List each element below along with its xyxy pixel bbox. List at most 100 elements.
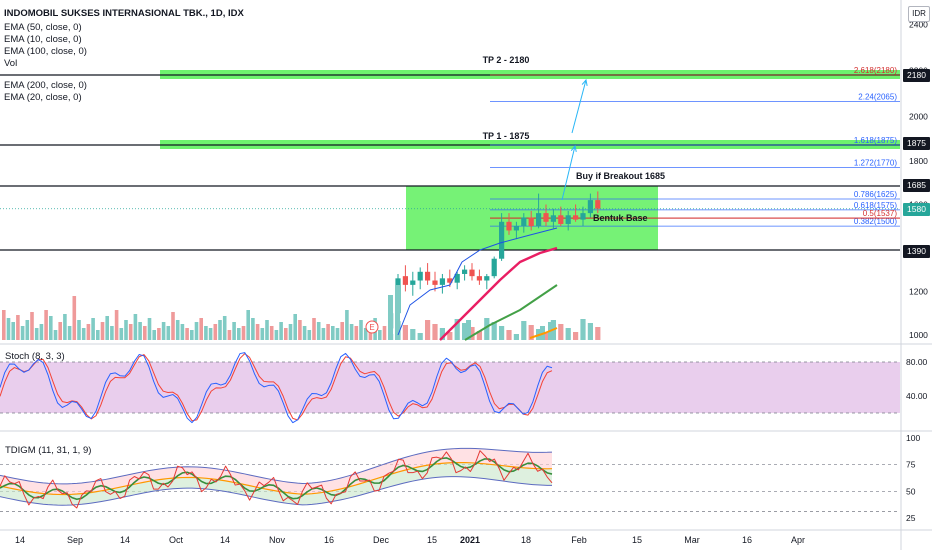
stoch-label[interactable]: Stoch (8, 3, 3) — [5, 351, 65, 362]
volume-bar — [340, 322, 344, 340]
indicator-ema100[interactable]: EMA (100, close, 0) — [4, 46, 87, 57]
candle-body — [513, 226, 519, 231]
volume-bar — [6, 318, 11, 340]
candle-body — [410, 280, 416, 285]
time-tick-label: Dec — [373, 535, 390, 545]
candle-body — [499, 221, 505, 259]
candle-body — [528, 217, 534, 227]
fib-level-label: 0.786(1625) — [854, 190, 897, 199]
volume-bar — [388, 295, 393, 340]
volume-bar — [293, 314, 297, 340]
time-tick-label: Mar — [684, 535, 700, 545]
annotation-tp1: TP 1 - 1875 — [483, 131, 530, 141]
fib-level-label: 2.24(2065) — [858, 92, 897, 101]
volume-bar — [222, 316, 227, 340]
volume-bar — [2, 310, 6, 340]
stoch-d-line — [0, 353, 553, 422]
candle-body — [558, 215, 564, 224]
price-tick-label: 2400 — [909, 20, 928, 30]
volume-bar — [100, 322, 105, 340]
volume-bar — [454, 319, 460, 340]
price-badge-1390: 1390 — [903, 245, 930, 258]
volume-bar — [251, 318, 255, 340]
volume-bar — [20, 326, 25, 340]
currency-label[interactable]: IDR — [908, 6, 930, 22]
volume-bar — [166, 326, 171, 340]
ema20-line — [439, 246, 558, 341]
volume-bar — [269, 326, 274, 340]
indicator-vol[interactable]: Vol — [4, 58, 18, 69]
indicator-ema200[interactable]: EMA (200, close, 0) — [4, 80, 87, 91]
time-tick-label: 14 — [220, 535, 230, 545]
candle-body — [565, 215, 571, 224]
volume-bar — [439, 328, 445, 340]
time-tick-label: 18 — [521, 535, 531, 545]
volume-bar — [359, 320, 363, 340]
tdi-tick-label: 100 — [906, 433, 920, 443]
price-badge-1875: 1875 — [903, 137, 930, 150]
indicator-ema50[interactable]: EMA (50, close, 0) — [4, 22, 82, 33]
indicator-ema20[interactable]: EMA (20, close, 0) — [4, 92, 82, 103]
volume-bar — [378, 330, 382, 340]
volume-bar — [499, 326, 505, 340]
annotation-base: Bentuk Base — [593, 213, 648, 223]
volume-bar — [410, 329, 416, 340]
ema10-line — [397, 227, 558, 336]
volume-bar — [34, 328, 39, 340]
time-tick-label: 15 — [632, 535, 642, 545]
volume-bar — [241, 326, 246, 340]
time-tick-label: Nov — [269, 535, 286, 545]
volume-bar — [63, 314, 67, 340]
volume-bar — [114, 310, 119, 340]
fib-level-label: 2.618(2180) — [854, 66, 897, 75]
volume-bar — [143, 326, 147, 340]
tdi-upper-band — [0, 447, 553, 485]
tdi-tick-label: 25 — [906, 513, 916, 523]
volume-bar — [260, 328, 265, 340]
volume-bar — [11, 322, 15, 340]
volume-bar — [595, 327, 601, 340]
tdigm-label[interactable]: TDIGM (11, 31, 1, 9) — [5, 445, 92, 456]
volume-bar — [274, 330, 279, 340]
price-badge-1685: 1685 — [903, 179, 930, 192]
volume-bar — [466, 320, 471, 340]
stoch-k-line — [0, 352, 553, 424]
volume-bar — [402, 325, 408, 340]
price-badge-2180: 2180 — [903, 69, 930, 82]
volume-bar — [30, 312, 34, 340]
volume-bar — [161, 322, 166, 340]
volume-bar — [199, 318, 203, 340]
price-tick-label: 1800 — [909, 156, 928, 166]
volume-bar — [133, 314, 138, 340]
tdi-rsi-line — [0, 450, 553, 509]
volume-bar — [232, 322, 236, 340]
tdi-mid-line — [0, 461, 553, 496]
arrow-to-tp2 — [571, 79, 587, 134]
volume-bar — [587, 323, 593, 340]
volume-bar — [417, 333, 423, 340]
volume-bar — [91, 318, 95, 340]
volume-bar — [105, 316, 109, 340]
candle-body — [595, 200, 601, 209]
volume-bar — [312, 318, 316, 340]
candle-body — [484, 276, 490, 281]
volume-bar — [255, 324, 260, 340]
volume-bar — [395, 285, 400, 340]
volume-bar — [128, 324, 133, 340]
volume-bar — [484, 318, 490, 340]
time-tick-label: Apr — [791, 535, 805, 545]
candle-body — [454, 273, 460, 283]
fib-level-label: 1.618(1875) — [854, 136, 897, 145]
volume-bar — [77, 320, 81, 340]
volume-bar — [316, 322, 321, 340]
fib-level-label: 0.618(1575) — [854, 201, 897, 210]
earnings-icon — [365, 320, 379, 334]
candle-body — [469, 269, 475, 277]
volume-bar — [298, 320, 302, 340]
volume-bar — [53, 330, 58, 340]
volume-bar — [39, 324, 44, 340]
volume-bar — [49, 316, 53, 340]
volume-bar — [213, 324, 218, 340]
indicator-ema10[interactable]: EMA (10, close, 0) — [4, 34, 82, 45]
